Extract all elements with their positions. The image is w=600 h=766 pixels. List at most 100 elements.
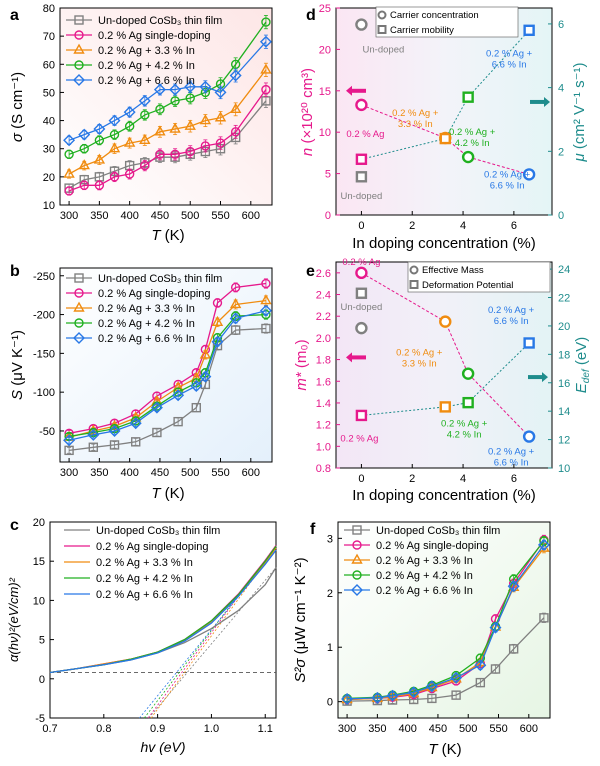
panel-e-y-tick-label: 18 <box>558 349 570 361</box>
panel-f-data-point <box>508 644 519 654</box>
panel-b-data-point <box>63 434 76 447</box>
panel-c-y-tick-label: 10 <box>33 595 45 607</box>
panel-b-data-point <box>131 437 141 447</box>
panel-d-legend-box <box>375 6 519 38</box>
panel-a-data-point <box>79 144 89 154</box>
panel-a-x-tick-label: 450 <box>151 210 169 222</box>
panel-e-legend-box <box>407 261 551 293</box>
panel-f-x-tick-label: 400 <box>398 723 416 735</box>
panel-a-data-point <box>139 133 151 144</box>
panel-b-data-point <box>211 315 224 327</box>
panel-d-axis-label: In doping concentration (%) <box>352 235 535 252</box>
panel-d-point-label: 0.2 % Ag + <box>486 48 533 59</box>
panel-b-data-point <box>260 294 272 305</box>
panel-d-point-label: Un-doped <box>341 191 383 202</box>
panel-e-right-point <box>355 287 368 299</box>
panel-a-data-point <box>108 142 121 153</box>
panel-d-y-tick-label: 10 <box>319 127 331 139</box>
panel-e-point-label: 3.3 % In <box>402 359 437 370</box>
panel-c-plot-frame <box>49 521 277 719</box>
panel-d-point-label: 0.2 % Ag + <box>484 169 531 180</box>
panel-a-data-point <box>199 80 212 93</box>
panel-a-legend-marker <box>74 15 84 25</box>
panel-c-x-tick-label: 0.8 <box>96 723 111 735</box>
panel-a-legend-label: 0.2 % Ag + 3.3 % In <box>98 45 195 57</box>
panel-e-axis-unit: (m₀) <box>293 339 310 372</box>
panel-a-axis-unit: (S cm⁻¹) <box>9 72 26 133</box>
panel-a-data-point <box>64 186 74 196</box>
panel-e-axis-subscript: def <box>581 368 592 383</box>
panel-c-legend-label: 0.2 % Ag + 4.2 % In <box>96 573 193 585</box>
panel-d-x-tick-label: 2 <box>409 220 415 232</box>
panel-a-data-point <box>169 83 182 96</box>
panel-f-data-point <box>474 659 487 672</box>
panel-a-data-point <box>200 141 211 151</box>
panel-b-data-point <box>129 417 142 430</box>
panel-f-y-tick-label: 2 <box>327 588 333 600</box>
panel-d-axis-arrow-head <box>346 85 352 96</box>
panel-a-y-tick-label: 40 <box>43 116 55 128</box>
panel-f-data-point <box>341 692 354 705</box>
panel-b-axis-symbol: S <box>9 390 26 400</box>
panel-e-axis-symbol: E <box>573 382 590 393</box>
panel-c-x-tick-label: 1.0 <box>204 723 219 735</box>
panel-e-legend-marker <box>409 280 419 289</box>
panel-a-x-tick-label: 550 <box>211 210 229 222</box>
panel-b-x-tick-label: 600 <box>242 467 260 479</box>
panel-d-point-label: 6.6 % In <box>490 180 525 191</box>
panel-b-data-point <box>150 401 163 414</box>
panel-e-y-tick-label: 1.4 <box>316 398 331 410</box>
panel-d-left-series-line <box>361 104 530 175</box>
panel-e-x-tick-label: 0 <box>358 473 364 485</box>
panel-d-left-point <box>522 168 536 181</box>
panel-a-data-point <box>123 136 136 147</box>
panel-e-point-label: 0.2 % Ag + <box>488 305 535 316</box>
panel-e-y-tick-label: 2.6 <box>316 268 331 280</box>
panel-d-y-tick-label: 6 <box>558 19 564 31</box>
panel-d-axis-label: n (×10²⁰ cm³) <box>299 68 316 156</box>
panel-f-data-point <box>537 538 550 551</box>
panel-b-legend-marker <box>73 301 85 312</box>
panel-c-y-tick-label: 20 <box>33 517 45 529</box>
panel-f-data-point <box>427 693 437 704</box>
panel-a-data-point <box>259 35 272 48</box>
panel-d-y-tick-label: 0 <box>558 210 564 222</box>
panel-a-axis-symbol: σ <box>9 132 26 142</box>
panel-f-axis-label: T (K) <box>428 741 461 758</box>
panel-e-y-tick-label: 1.6 <box>316 376 331 388</box>
panel-c-legend-label: Un-doped CoSb₃ thin film <box>96 525 220 537</box>
panel-d-legend-marker <box>377 25 387 34</box>
panel-a-data-point <box>184 80 197 93</box>
panel-a-label: a <box>10 7 19 24</box>
panel-e-right-point <box>355 409 368 422</box>
panel-f-legend-marker <box>351 584 363 596</box>
panel-c-y-tick-label: 0 <box>39 674 45 686</box>
panel-a-data-point <box>214 86 227 99</box>
panel-a-data-point <box>64 149 74 160</box>
panel-a-data-point <box>78 159 90 170</box>
panel-a-data-point <box>124 121 135 131</box>
panel-d-legend-label: Carrier mobility <box>390 25 454 36</box>
panel-e-legend-label: Deformation Potential <box>422 280 513 291</box>
panel-a-y-tick-label: 10 <box>43 200 55 212</box>
panel-e-axis-symbol: m* <box>293 371 310 390</box>
panel-c-y-tick-label: -5 <box>35 713 45 725</box>
panel-d-right-point <box>523 24 535 36</box>
panel-e-y-tick-label: 1.0 <box>316 441 331 453</box>
panel-f-axis-unit: (K) <box>438 741 462 758</box>
panel-e-label: e <box>306 263 315 280</box>
panel-a-legend-label: 0.2 % Ag single-doping <box>98 30 211 42</box>
panel-b-x-tick-label: 450 <box>151 467 169 479</box>
panel-a-y-tick-label: 50 <box>43 87 55 99</box>
panel-c-axis-label: hv (eV) <box>140 739 185 755</box>
panel-a-data-point <box>108 114 121 127</box>
panel-d-legend-marker <box>377 10 387 20</box>
panel-b-data-point <box>109 440 120 450</box>
panel-e-point-label: 0.2 % Ag + <box>396 348 443 359</box>
panel-d-y-tick-label: 0 <box>325 210 331 222</box>
panel-a-data-point <box>261 96 271 106</box>
panel-b-axis-label: S (μV K⁻¹) <box>9 330 26 400</box>
panel-a-data-point <box>184 119 196 130</box>
panel-f-legend-marker <box>352 570 362 580</box>
panel-d-point-label: 0.2 % Ag <box>346 129 384 140</box>
